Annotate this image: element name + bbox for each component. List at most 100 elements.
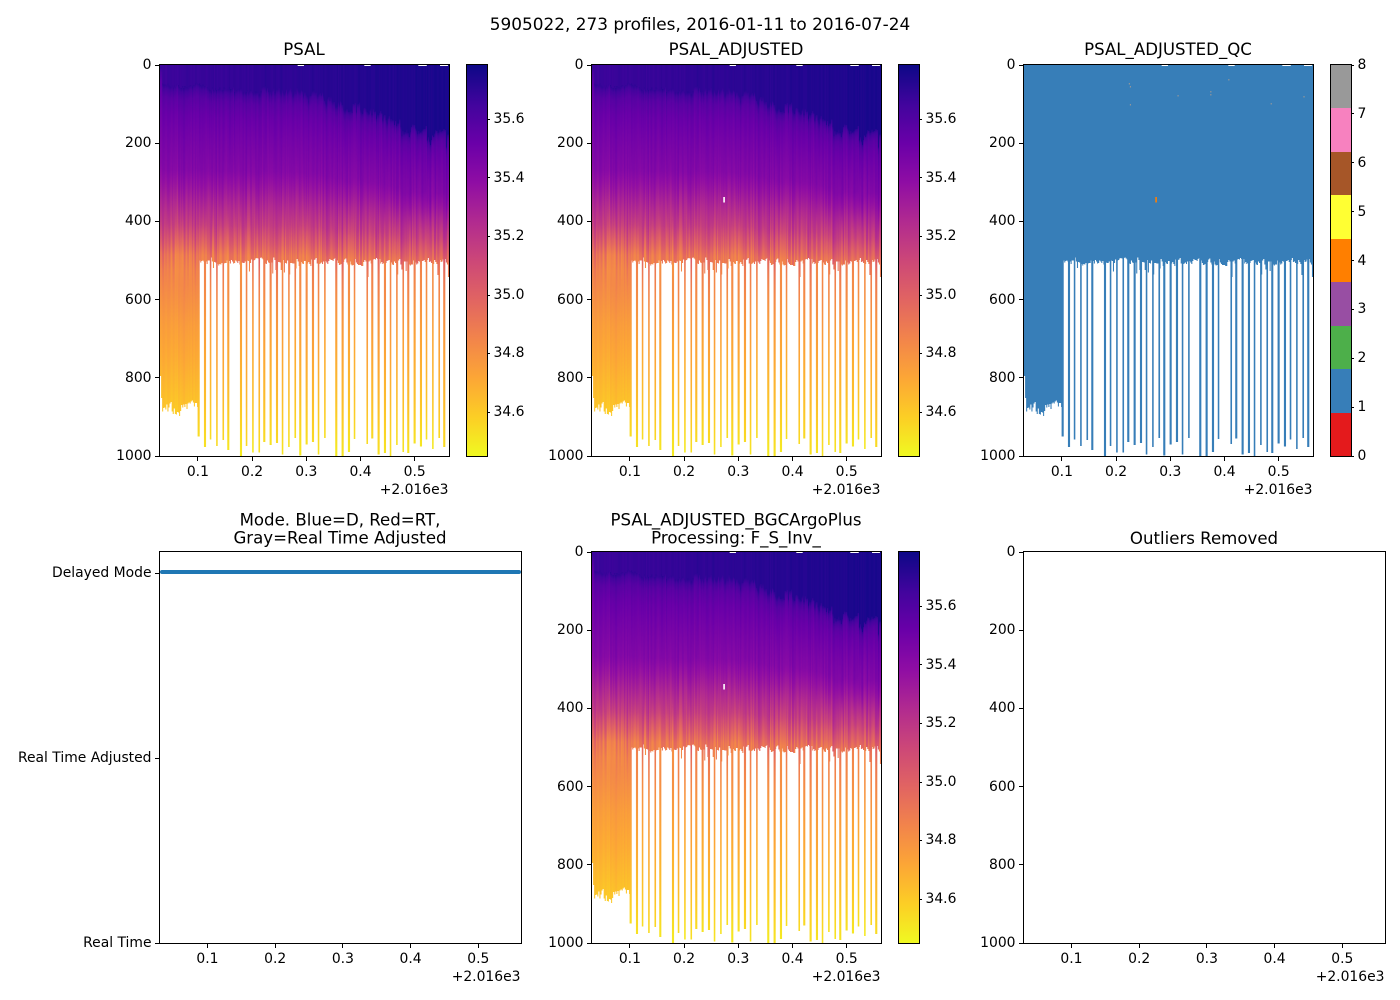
y-tick-label: 1000 bbox=[548, 448, 584, 464]
heatmap-qc bbox=[1023, 65, 1313, 456]
title-mode-line1: Mode. Blue=D, Red=RT, bbox=[239, 510, 441, 530]
x-tick-label: 0.3 bbox=[1195, 950, 1218, 967]
colorbar-tick-label: 35.2 bbox=[493, 228, 525, 245]
colorbar-bgc bbox=[897, 551, 920, 944]
colorbar-psal-adjusted bbox=[897, 64, 920, 457]
x-offset-label: +2.016e3 bbox=[379, 481, 449, 498]
y-tick bbox=[587, 942, 591, 944]
colorbar-tick-label: 35.4 bbox=[493, 169, 525, 186]
x-tick-label: 0.3 bbox=[295, 463, 318, 480]
y-tick-label: 600 bbox=[988, 778, 1016, 795]
colorbar-tick bbox=[918, 118, 922, 120]
colorbar-tick bbox=[918, 411, 922, 413]
plot-mode bbox=[158, 551, 522, 944]
colorbar-tick-label: 2 bbox=[1357, 350, 1367, 367]
y-tick bbox=[1019, 377, 1023, 379]
y-tick-label: 200 bbox=[124, 135, 152, 152]
y-tick bbox=[587, 629, 591, 631]
colorbar-tick-label: 3 bbox=[1357, 301, 1367, 318]
y-tick-label: 0 bbox=[574, 57, 584, 73]
y-tick bbox=[155, 942, 159, 944]
colorbar-qc bbox=[1329, 64, 1352, 457]
x-tick bbox=[1115, 457, 1117, 461]
x-tick-label: 0.5 bbox=[835, 463, 858, 480]
x-tick-label: 0.2 bbox=[264, 950, 287, 967]
x-tick bbox=[305, 457, 307, 461]
x-tick bbox=[737, 457, 739, 461]
colorbar-tick bbox=[918, 840, 922, 841]
title-mode-line2: Gray=Real Time Adjusted bbox=[233, 528, 447, 548]
colorbar-tick-label: 35.4 bbox=[925, 169, 957, 186]
x-tick-label: 0.1 bbox=[186, 463, 209, 480]
y-tick-label: Real Time bbox=[83, 935, 152, 951]
x-tick-label: 0.1 bbox=[618, 463, 641, 480]
y-tick bbox=[587, 455, 591, 457]
x-tick-label: 0.1 bbox=[1060, 950, 1083, 967]
y-tick bbox=[155, 377, 159, 379]
x-tick bbox=[792, 944, 793, 948]
colorbar-tick-label: 34.6 bbox=[925, 891, 957, 908]
colorbar-tick bbox=[486, 118, 490, 120]
colorbar-tick-label: 34.8 bbox=[925, 832, 957, 849]
y-tick-label: Real Time Adjusted bbox=[17, 749, 152, 766]
qc-colorbar-band bbox=[1330, 238, 1351, 283]
y-tick bbox=[1019, 629, 1023, 631]
colorbar-tick-label: 35.2 bbox=[925, 228, 957, 245]
y-tick-label: 0 bbox=[574, 544, 584, 560]
x-tick bbox=[197, 457, 199, 461]
colorbar-tick-label: 35.0 bbox=[493, 286, 525, 303]
y-tick-label: 400 bbox=[124, 213, 152, 230]
x-tick bbox=[1224, 457, 1225, 461]
colorbar-tick bbox=[1350, 455, 1354, 457]
y-tick-label: 400 bbox=[556, 213, 584, 230]
heatmap-psal bbox=[159, 65, 449, 456]
colorbar-tick bbox=[486, 353, 490, 354]
x-tick-label: 0.3 bbox=[331, 950, 354, 967]
y-tick bbox=[155, 572, 159, 574]
colorbar-psal bbox=[465, 64, 488, 457]
y-tick bbox=[155, 64, 159, 66]
x-tick-label: 0.4 bbox=[349, 463, 372, 480]
x-tick bbox=[207, 944, 208, 948]
y-tick bbox=[1019, 64, 1023, 66]
plot-psal-adjusted bbox=[590, 64, 882, 457]
x-offset-label: +2.016e3 bbox=[1243, 481, 1313, 498]
x-tick-label: 0.2 bbox=[673, 950, 696, 967]
colorbar-tick-label: 34.8 bbox=[493, 345, 525, 362]
x-offset-label: +2.016e3 bbox=[1315, 968, 1385, 985]
title-outliers: Outliers Removed bbox=[1129, 528, 1279, 548]
colorbar-tick bbox=[1350, 308, 1354, 310]
x-tick bbox=[1278, 457, 1280, 461]
x-tick-label: 0.2 bbox=[1128, 950, 1151, 967]
title-psal: PSAL bbox=[283, 39, 325, 59]
colorbar-tick bbox=[918, 722, 922, 724]
x-tick bbox=[683, 457, 685, 461]
colorbar-tick bbox=[918, 353, 922, 354]
y-tick-label: 600 bbox=[988, 291, 1016, 308]
x-tick bbox=[1341, 944, 1343, 948]
colorbar-tick-label: 0 bbox=[1357, 448, 1367, 464]
y-tick bbox=[1019, 221, 1023, 222]
colorbar-tick-label: 5 bbox=[1357, 203, 1367, 220]
x-tick bbox=[1061, 457, 1063, 461]
qc-colorbar-band bbox=[1330, 108, 1351, 152]
colorbar-tick-label: 35.2 bbox=[925, 715, 957, 732]
y-tick-label: 200 bbox=[556, 135, 584, 152]
y-tick bbox=[587, 786, 591, 788]
x-tick bbox=[629, 944, 631, 948]
figure-title: 5905022, 273 profiles, 2016-01-11 to 201… bbox=[489, 14, 911, 34]
colorbar-tick-label: 34.6 bbox=[493, 404, 525, 421]
y-tick bbox=[1019, 864, 1023, 866]
y-tick bbox=[587, 142, 591, 144]
y-tick bbox=[155, 299, 159, 301]
y-tick-label: 800 bbox=[556, 856, 584, 873]
colorbar-tick bbox=[1350, 260, 1354, 261]
colorbar-tick-label: 35.6 bbox=[925, 111, 957, 128]
y-tick bbox=[155, 142, 159, 144]
y-tick bbox=[587, 64, 591, 66]
colorbar-tick-label: 35.6 bbox=[493, 111, 525, 128]
colorbar-tick bbox=[1350, 113, 1354, 115]
x-tick bbox=[1206, 944, 1208, 948]
heatmap-bgc bbox=[591, 552, 881, 943]
